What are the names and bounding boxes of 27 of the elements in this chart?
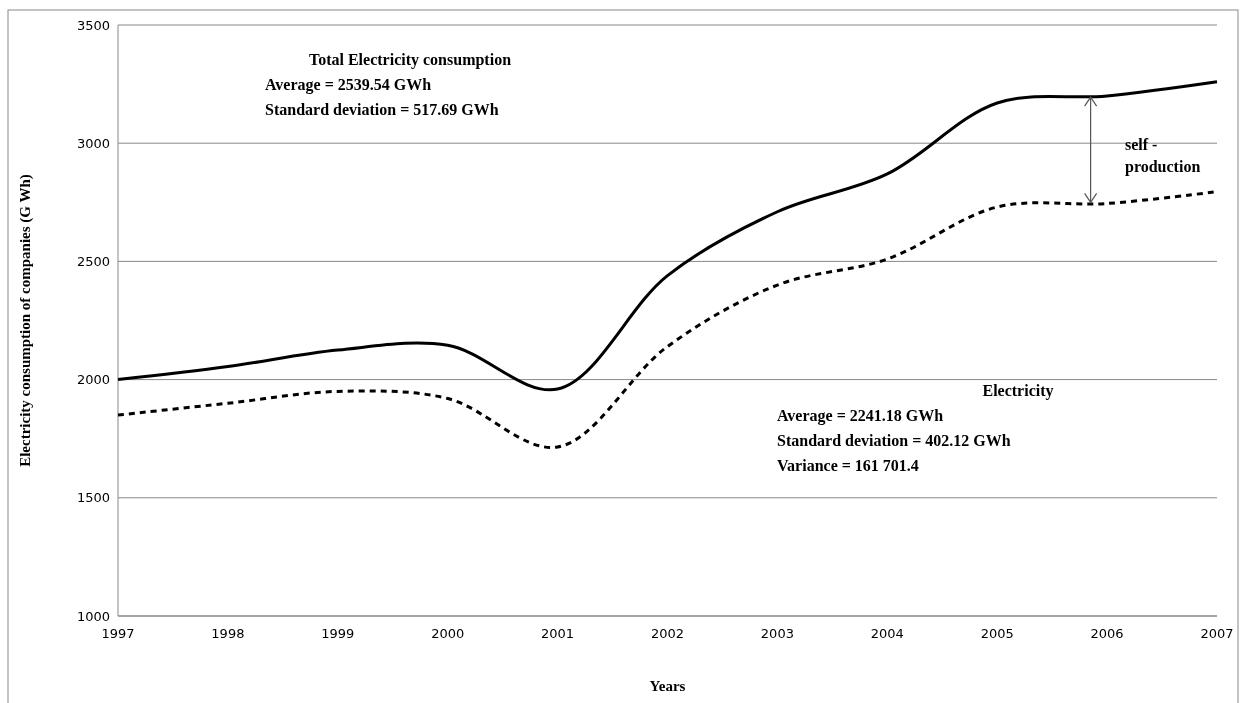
y-tick-label: 2000: [76, 372, 110, 388]
annotation: Standard deviation = 517.69 GWh: [265, 101, 499, 118]
x-tick-label: 1998: [211, 626, 245, 641]
annotation: Average = 2241.18 GWh: [777, 407, 944, 425]
x-tick-label: 2004: [870, 626, 904, 641]
annotation: Electricity: [982, 382, 1054, 400]
x-tick-label: 2000: [431, 626, 465, 641]
y-tick-label: 2500: [76, 253, 110, 269]
x-tick-label: 1997: [101, 626, 135, 641]
x-tick-label: 2006: [1090, 626, 1124, 641]
annotation: Variance = 161 701.4: [777, 457, 919, 474]
y-tick-label: 3500: [76, 17, 110, 33]
x-tick-label: 2005: [980, 626, 1014, 641]
annotation: self - production: [1125, 136, 1201, 176]
x-tick-label: 2002: [650, 626, 685, 641]
x-tick-label: 2007: [1200, 626, 1234, 641]
y-tick-label: 3000: [76, 135, 110, 151]
y-tick-label: 1500: [76, 490, 110, 506]
x-tick-label: 2001: [541, 626, 575, 641]
annotation: Standard deviation = 402.12 GWh: [777, 432, 1011, 449]
x-axis-title: Years: [649, 678, 686, 694]
x-tick-label: 2003: [760, 626, 794, 641]
annotation: Total Electricity consumption: [308, 51, 512, 69]
y-axis-title: Electricity consumption of companies (G Wh): [17, 174, 34, 467]
x-tick-label: 1999: [321, 626, 355, 641]
annotation: Average = 2539.54 GWh: [265, 76, 432, 94]
y-tick-label: 1000: [76, 608, 110, 624]
